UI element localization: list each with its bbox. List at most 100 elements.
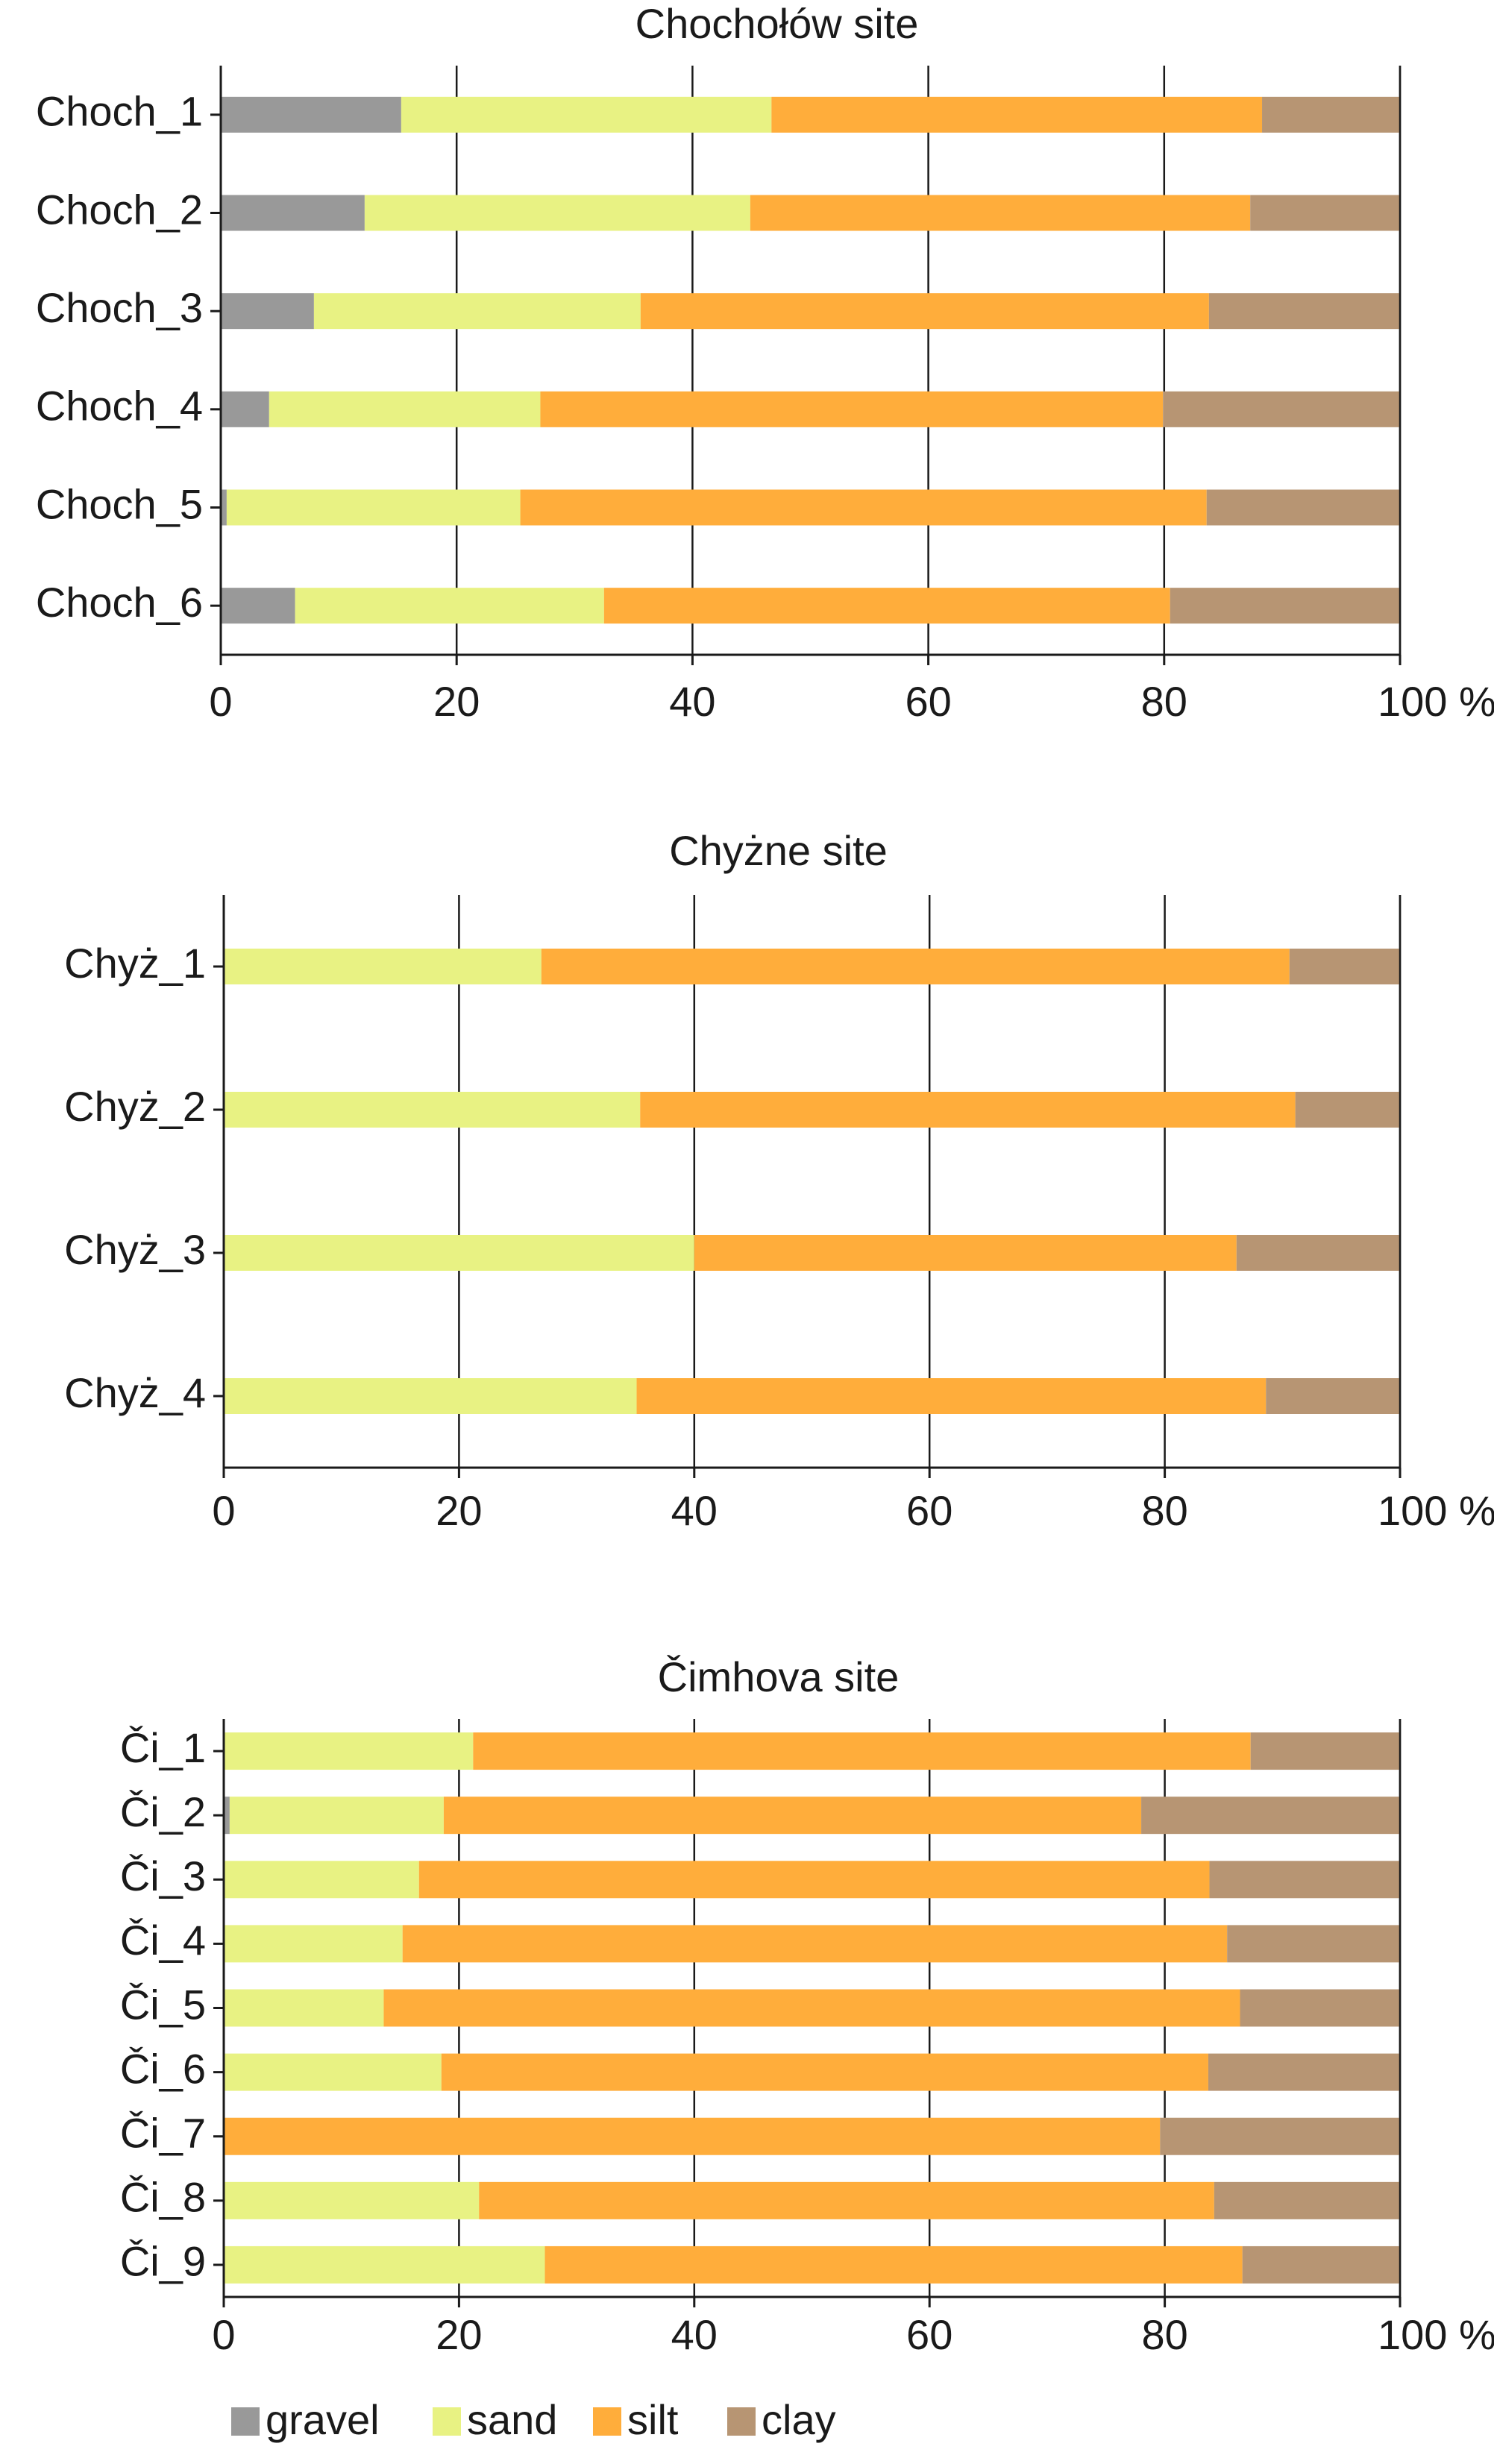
bar-segment-sand xyxy=(224,2053,442,2091)
x-tick-label: 100 % xyxy=(1378,1487,1494,1534)
x-tick-label: 0 xyxy=(212,2311,235,2358)
chart-title: Chochołów site xyxy=(635,0,919,47)
bar-segment-clay xyxy=(1206,489,1400,526)
category-label: Chyż_4 xyxy=(64,1369,206,1416)
bar-segment-sand xyxy=(224,2181,480,2219)
bar-segment-sand xyxy=(229,1797,444,1835)
bar-segment-sand xyxy=(224,1861,419,1899)
bar-segment-sand xyxy=(401,96,772,133)
bar-segment-sand xyxy=(224,1925,403,1963)
category-label: Či_9 xyxy=(120,2238,206,2285)
bar-segment-gravel xyxy=(221,588,295,624)
legend-swatch-gravel xyxy=(231,2407,260,2436)
x-tick-label: 60 xyxy=(906,2311,952,2358)
bar-segment-silt xyxy=(636,1378,1267,1414)
chart-panel-1: Chochołów site Choch_1 Choch_2 Choch_3 Choch… xyxy=(36,0,1494,725)
bar-segment-clay xyxy=(1266,1378,1400,1414)
chart-title: Chyżne site xyxy=(669,827,888,874)
bar-segment-silt xyxy=(443,1797,1142,1835)
bar-segment-sand xyxy=(364,195,750,231)
bar-segment-sand xyxy=(224,1989,384,2027)
bar-segment-silt xyxy=(540,391,1164,427)
x-tick-label: 40 xyxy=(671,1487,718,1534)
bar-segment-clay xyxy=(1250,195,1400,231)
bar-segment-silt xyxy=(694,1235,1237,1271)
bar-segment-silt xyxy=(383,1989,1240,2027)
bar-segment-clay xyxy=(1236,1235,1400,1271)
bar-segment-sand xyxy=(295,588,604,624)
bar-segment-silt xyxy=(520,489,1207,526)
category-label: Chyż_1 xyxy=(64,940,206,987)
category-label: Choch_1 xyxy=(36,88,203,135)
chart-panel-3: Čimhova site Či_1 Či_2 Či_3 Či_4 Či_5 Či_6 Či_7… xyxy=(120,1653,1494,2358)
category-label: Chyż_3 xyxy=(64,1226,206,1273)
bar-segment-sand xyxy=(224,949,542,984)
category-label: Či_7 xyxy=(120,2110,206,2157)
bar-segment-clay xyxy=(1242,2245,1400,2284)
bar-segment-sand xyxy=(226,489,521,526)
bar-segment-silt xyxy=(750,195,1251,231)
legend-swatch-clay xyxy=(727,2407,756,2436)
category-label: Choch_2 xyxy=(36,186,203,233)
bar-segment-clay xyxy=(1163,391,1400,427)
bar-segment-silt xyxy=(771,96,1263,133)
bar-segment-gravel xyxy=(221,391,269,427)
bar-segment-clay xyxy=(1240,1989,1400,2027)
legend-swatch-sand xyxy=(433,2407,461,2436)
bar-segment-sand xyxy=(224,1732,474,1770)
category-label: Či_2 xyxy=(120,1788,206,1835)
bar-segment-sand xyxy=(224,2245,545,2284)
bar-segment-clay xyxy=(1250,1732,1400,1770)
bar-segment-silt xyxy=(603,588,1170,624)
bar-segment-clay xyxy=(1227,1925,1400,1963)
legend-label-silt: silt xyxy=(627,2396,679,2443)
x-tick-label: 60 xyxy=(906,1487,952,1534)
chart-panel-2: Chyżne site Chyż_1 Chyż_2 Chyż_3 Chyż_4 0 20 40… xyxy=(64,827,1494,1534)
bar-segment-silt xyxy=(541,949,1290,984)
bar-segment-clay xyxy=(1160,2117,1400,2155)
bar-segment-silt xyxy=(473,1732,1251,1770)
x-tick-label: 20 xyxy=(436,2311,482,2358)
legend-label-sand: sand xyxy=(467,2396,557,2443)
bar-segment-clay xyxy=(1289,949,1400,984)
x-tick-label: 0 xyxy=(212,1487,235,1534)
x-tick-label: 40 xyxy=(671,2311,718,2358)
bar-segment-sand xyxy=(224,1378,637,1414)
category-label: Choch_6 xyxy=(36,579,203,626)
category-label: Či_4 xyxy=(120,1917,206,1964)
legend-swatch-silt xyxy=(593,2407,621,2436)
x-tick-label: 40 xyxy=(669,678,715,725)
chart-title: Čimhova site xyxy=(658,1653,900,1700)
category-label: Choch_5 xyxy=(36,480,203,527)
bar-segment-gravel xyxy=(221,489,227,526)
bar-segment-silt xyxy=(640,1092,1296,1128)
bar-segment-clay xyxy=(1208,293,1400,330)
bar-segment-gravel xyxy=(224,1797,230,1835)
category-label: Či_6 xyxy=(120,2045,206,2092)
bar-segment-silt xyxy=(402,1925,1228,1963)
legend-label-clay: clay xyxy=(762,2396,836,2443)
bar-segment-silt xyxy=(640,293,1209,330)
bar-segment-sand xyxy=(313,293,641,330)
bar-segment-clay xyxy=(1214,2181,1400,2219)
bar-segment-silt xyxy=(544,2245,1243,2284)
chart-panels: Chochołów site Choch_1 Choch_2 Choch_3 Choch… xyxy=(36,0,1494,2358)
x-tick-label: 80 xyxy=(1141,678,1187,725)
bar-segment-clay xyxy=(1141,1797,1400,1835)
category-label: Chyż_2 xyxy=(64,1083,206,1130)
category-label: Či_3 xyxy=(120,1852,206,1899)
x-tick-label: 60 xyxy=(905,678,951,725)
bar-segment-silt xyxy=(441,2053,1208,2091)
category-label: Choch_3 xyxy=(36,284,203,331)
bar-segment-silt xyxy=(479,2181,1214,2219)
bar-segment-clay xyxy=(1209,1861,1400,1899)
x-tick-label: 80 xyxy=(1141,1487,1187,1534)
category-label: Či_1 xyxy=(120,1724,206,1771)
bar-segment-sand xyxy=(224,1235,694,1271)
x-tick-label: 100 % xyxy=(1378,2311,1494,2358)
bar-segment-silt xyxy=(224,2117,1161,2155)
bar-segment-silt xyxy=(418,1861,1210,1899)
bar-segment-clay xyxy=(1295,1092,1400,1128)
bar-segment-clay xyxy=(1262,96,1400,133)
